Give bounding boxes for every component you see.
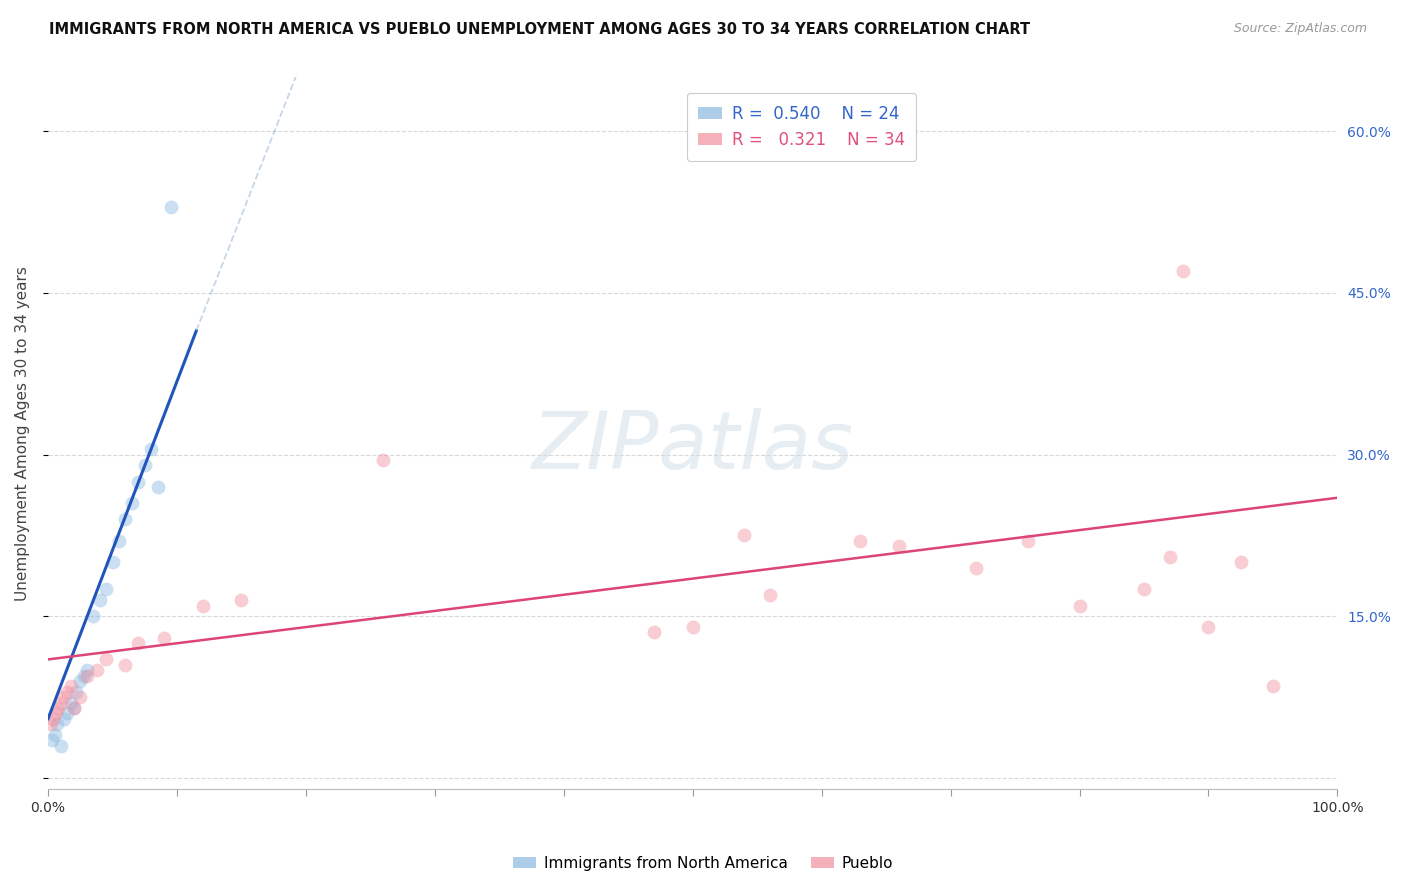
Point [94, 582, 117, 597]
Point [46, 717, 69, 731]
Point [643, 625, 665, 640]
Point [49, 696, 72, 710]
Point [56, 685, 79, 699]
Text: IMMIGRANTS FROM NORTH AMERICA VS PUEBLO UNEMPLOYMENT AMONG AGES 30 TO 34 YEARS C: IMMIGRANTS FROM NORTH AMERICA VS PUEBLO … [49, 22, 1031, 37]
Point [1171, 264, 1194, 278]
Point [52, 712, 75, 726]
Point [89, 593, 111, 607]
Point [759, 588, 782, 602]
Point [141, 442, 163, 457]
Point [1261, 679, 1284, 693]
Point [76, 668, 98, 682]
Point [63, 701, 86, 715]
Point [52, 690, 75, 705]
Point [849, 533, 872, 548]
Point [39, 717, 62, 731]
Point [1198, 620, 1220, 634]
Point [41, 733, 63, 747]
Point [86, 663, 108, 677]
Point [114, 657, 136, 672]
Point [65, 685, 87, 699]
Point [1229, 556, 1251, 570]
Point [82, 609, 104, 624]
Point [108, 533, 131, 548]
Point [69, 690, 91, 705]
Point [733, 528, 755, 542]
Point [48, 701, 70, 715]
Point [114, 512, 136, 526]
Point [373, 453, 395, 467]
Point [101, 556, 124, 570]
Point [44, 728, 66, 742]
Point [73, 668, 96, 682]
Legend: Immigrants from North America, Pueblo: Immigrants from North America, Pueblo [508, 850, 898, 877]
Point [69, 673, 91, 688]
Point [45, 706, 67, 721]
Point [49, 739, 72, 753]
Point [682, 620, 704, 634]
Point [121, 496, 143, 510]
Point [76, 663, 98, 677]
Point [134, 458, 156, 473]
Point [1159, 549, 1181, 564]
Point [159, 200, 181, 214]
Text: ZIPatlas: ZIPatlas [531, 409, 853, 486]
Y-axis label: Unemployment Among Ages 30 to 34 years: Unemployment Among Ages 30 to 34 years [15, 266, 30, 600]
Point [146, 480, 169, 494]
Point [94, 652, 117, 666]
Point [887, 539, 910, 553]
Point [56, 706, 79, 721]
Text: Source: ZipAtlas.com: Source: ZipAtlas.com [1233, 22, 1367, 36]
Point [1069, 599, 1091, 613]
Point [127, 475, 149, 489]
Legend: R =  0.540    N = 24, R =   0.321    N = 34: R = 0.540 N = 24, R = 0.321 N = 34 [686, 93, 917, 161]
Point [1133, 582, 1156, 597]
Point [60, 696, 83, 710]
Point [127, 636, 149, 650]
Point [63, 701, 86, 715]
Point [231, 593, 253, 607]
Point [42, 712, 65, 726]
Point [1017, 533, 1039, 548]
Point [153, 631, 176, 645]
Point [60, 679, 83, 693]
Point [965, 561, 987, 575]
Point [191, 599, 214, 613]
